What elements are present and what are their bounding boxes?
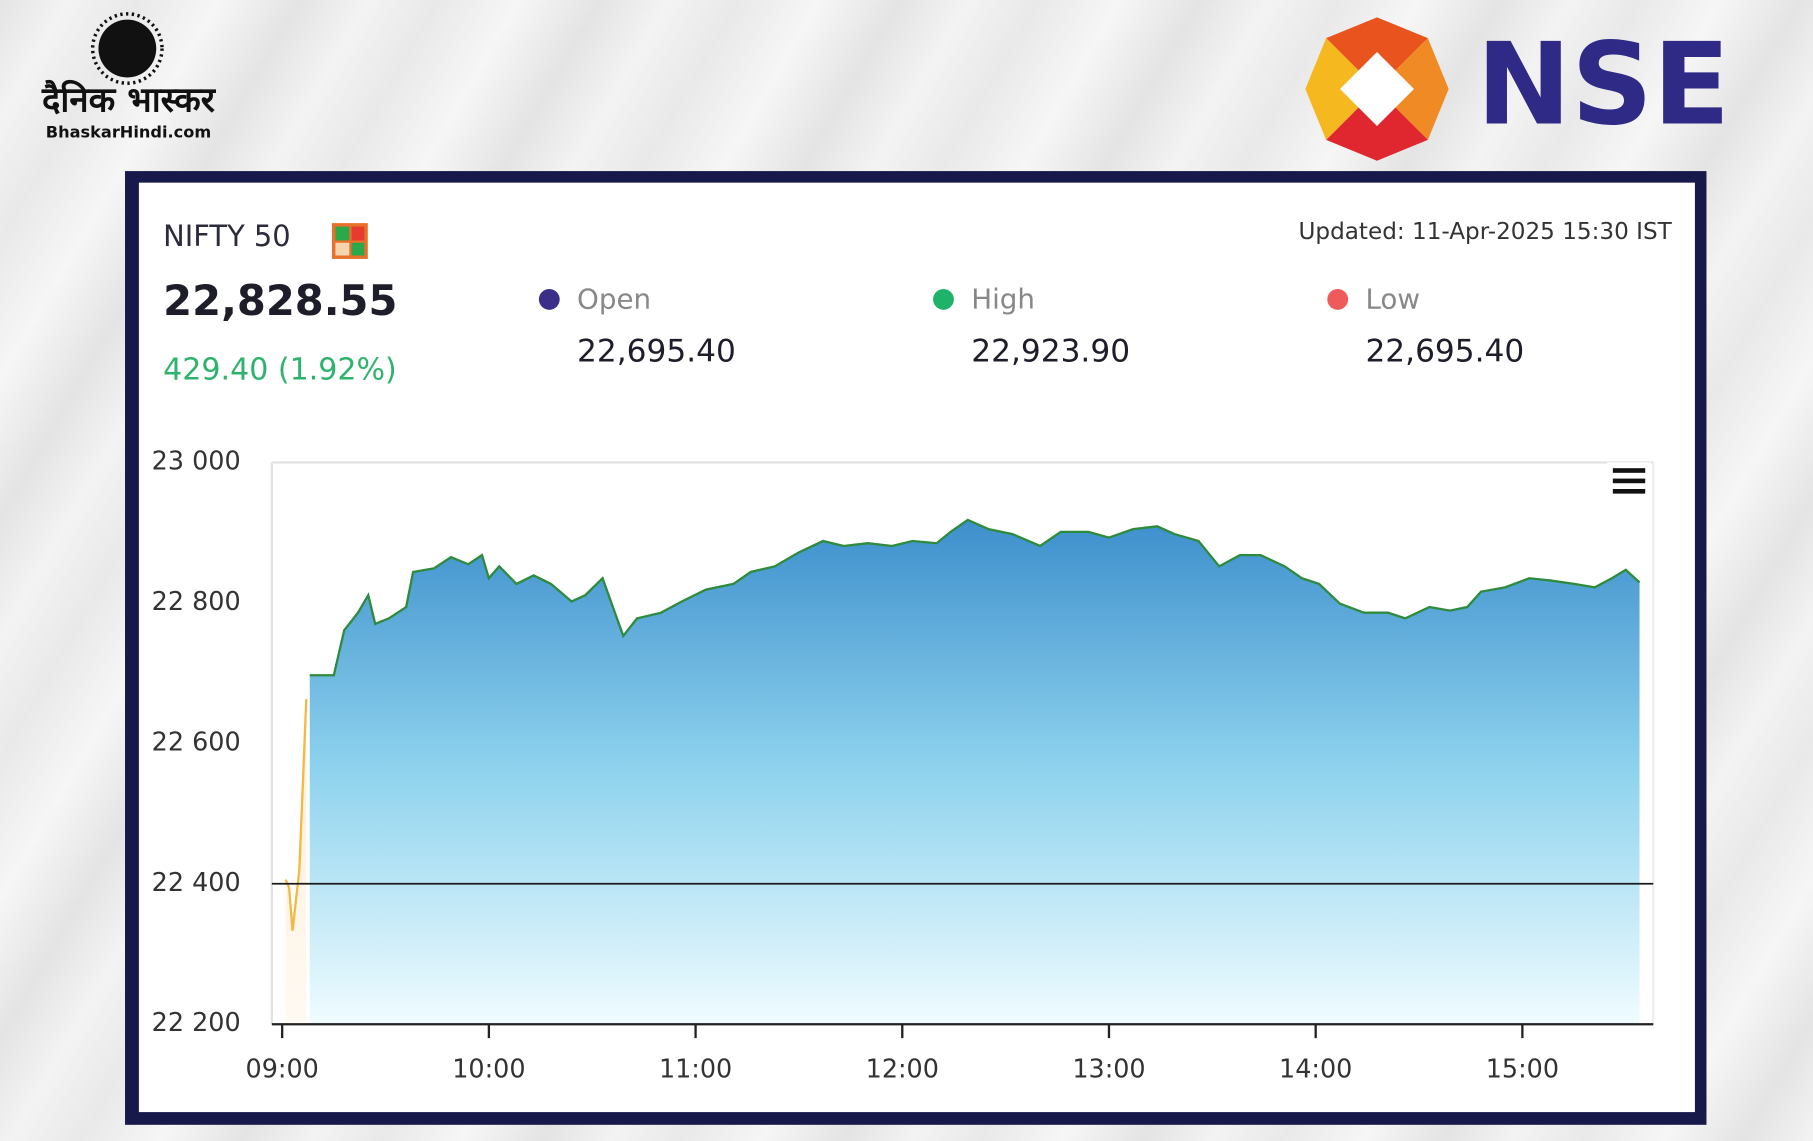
menu-bar bbox=[1612, 468, 1646, 473]
bhaskar-name: दैनिक भास्कर bbox=[41, 80, 217, 121]
y-tick-label: 22 400 bbox=[152, 867, 241, 897]
price: 22,828.55 bbox=[163, 276, 397, 325]
updated-time: Updated: 11-Apr-2025 15:30 IST bbox=[1299, 219, 1673, 245]
menu-button[interactable] bbox=[1607, 462, 1651, 502]
bhaskar-site: BhaskarHindi.com bbox=[46, 122, 211, 141]
change: 429.40 (1.92%) bbox=[163, 353, 397, 388]
bhaskar-logo: दैनिक भास्कर BhaskarHindi.com bbox=[41, 12, 217, 141]
area-fill bbox=[285, 699, 307, 1025]
menu-bar bbox=[1612, 489, 1646, 494]
x-tick-label: 13:00 bbox=[1072, 1053, 1145, 1083]
nse-logo: NSE bbox=[1305, 17, 1730, 161]
y-tick-label: 22 200 bbox=[152, 1007, 241, 1037]
stat-value: 22,695.40 bbox=[1365, 334, 1524, 370]
stat-dot bbox=[538, 289, 560, 310]
x-tick-label: 15:00 bbox=[1486, 1053, 1559, 1083]
y-tick-label: 22 800 bbox=[152, 586, 241, 616]
x-tick-label: 12:00 bbox=[866, 1053, 939, 1083]
stats: Open 22,695.40 High 22,923.90 Low 22,695.40 bbox=[538, 283, 1524, 370]
nse-text: NSE bbox=[1476, 19, 1730, 151]
stat-dot bbox=[933, 289, 954, 310]
x-tick-label: 11:00 bbox=[659, 1053, 732, 1083]
menu-bar bbox=[1612, 478, 1646, 484]
index-name: NIFTY 50 bbox=[163, 219, 290, 253]
y-tick-label: 23 000 bbox=[152, 445, 241, 475]
stat-value: 22,923.90 bbox=[971, 334, 1130, 370]
index-icon bbox=[331, 223, 368, 259]
x-tick-label: 09:00 bbox=[246, 1053, 319, 1083]
plot: 22 200 22 400 22 600 22 800 23 000 09:00 10:00… bbox=[152, 445, 1655, 1083]
sun-rays bbox=[90, 12, 164, 85]
y-tick-label: 22 600 bbox=[152, 726, 241, 756]
sun-icon bbox=[98, 19, 157, 78]
x-tick-label: 14:00 bbox=[1279, 1053, 1352, 1083]
x-tick-label: 10:00 bbox=[452, 1053, 525, 1083]
price-line bbox=[284, 699, 308, 931]
price-line bbox=[309, 518, 1641, 677]
stat-dot bbox=[1327, 289, 1349, 310]
stat-value: 22,695.40 bbox=[577, 334, 736, 370]
stat-label: Open bbox=[577, 283, 651, 316]
stat-label: Low bbox=[1365, 283, 1420, 316]
area-fill bbox=[309, 519, 1640, 1025]
stat-label: High bbox=[971, 283, 1035, 316]
